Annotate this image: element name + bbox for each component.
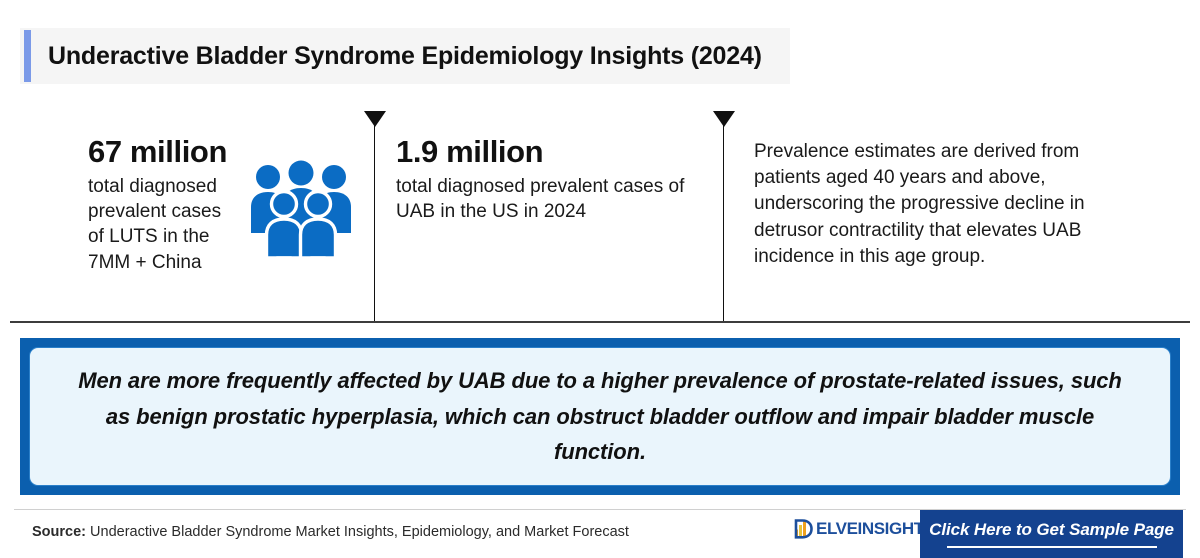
source-text: Underactive Bladder Syndrome Market Insi…	[90, 524, 629, 540]
header-accent-bar	[24, 30, 31, 82]
get-sample-page-button[interactable]: Click Here to Get Sample Page	[920, 510, 1183, 558]
source-line: Source: Underactive Bladder Syndrome Mar…	[32, 524, 629, 540]
page-title: Underactive Bladder Syndrome Epidemiolog…	[48, 41, 762, 70]
statistics-band: 67 million total diagnosed prevalent cas…	[0, 111, 1200, 323]
note-block: Prevalence estimates are derived from pa…	[754, 139, 1134, 270]
footer-divider	[14, 509, 1186, 510]
stat-block-luts: 67 million total diagnosed prevalent cas…	[88, 134, 358, 275]
stat-number: 1.9 million	[396, 134, 544, 169]
delveinsight-logo-text: ELVEINSIGHT	[816, 519, 924, 538]
cta-label: Click Here to Get Sample Page	[929, 520, 1174, 540]
stat-number: 67 million	[88, 134, 227, 169]
triangle-marker-icon	[364, 111, 386, 127]
delveinsight-logo: ELVEINSIGHT	[793, 517, 924, 541]
band-bottom-rule	[10, 321, 1190, 323]
callout-box: Men are more frequently affected by UAB …	[20, 338, 1180, 495]
stat-description: total diagnosed prevalent cases of LUTS …	[88, 175, 222, 273]
note-text: Prevalence estimates are derived from pa…	[754, 141, 1085, 267]
source-label: Source:	[32, 524, 86, 540]
group-of-people-icon	[248, 160, 354, 265]
stat-description: total diagnosed prevalent cases of UAB i…	[396, 175, 685, 222]
column-divider-2	[713, 111, 735, 321]
delveinsight-logo-mark-icon	[794, 519, 813, 539]
cta-underline	[946, 546, 1157, 548]
header-banner: Underactive Bladder Syndrome Epidemiolog…	[20, 28, 790, 84]
callout-text: Men are more frequently affected by UAB …	[78, 368, 1122, 465]
callout-inner-panel: Men are more frequently affected by UAB …	[29, 347, 1171, 486]
triangle-marker-icon	[713, 111, 735, 127]
stat-block-uab: 1.9 million total diagnosed prevalent ca…	[396, 134, 706, 224]
column-divider-1	[364, 111, 386, 321]
